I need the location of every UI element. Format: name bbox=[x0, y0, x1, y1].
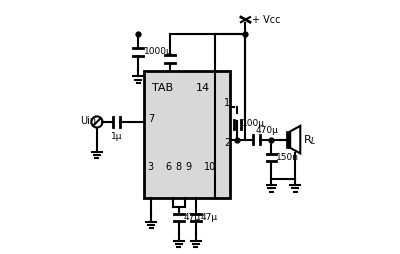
Text: 1μ: 1μ bbox=[111, 132, 122, 140]
Text: 470μ: 470μ bbox=[255, 125, 278, 135]
Bar bbox=[144, 71, 230, 198]
Text: 47μ: 47μ bbox=[200, 213, 218, 222]
Text: TAB: TAB bbox=[152, 83, 173, 93]
Polygon shape bbox=[290, 126, 300, 153]
Text: 1000μ: 1000μ bbox=[144, 47, 172, 56]
Text: 100μ: 100μ bbox=[242, 119, 265, 128]
Text: + Vcc: + Vcc bbox=[252, 15, 280, 25]
Text: R$_L$: R$_L$ bbox=[303, 133, 316, 147]
Text: Uin: Uin bbox=[80, 116, 96, 126]
Text: 2: 2 bbox=[224, 138, 230, 148]
Text: 47μ: 47μ bbox=[183, 213, 200, 222]
Text: 14: 14 bbox=[196, 83, 210, 93]
Text: 9: 9 bbox=[186, 162, 192, 172]
Text: 1: 1 bbox=[224, 98, 230, 108]
Text: 10: 10 bbox=[204, 162, 216, 172]
Text: 150n: 150n bbox=[276, 153, 299, 162]
Text: 3: 3 bbox=[148, 162, 154, 172]
Text: 6: 6 bbox=[165, 162, 172, 172]
Bar bbox=[286, 131, 290, 148]
Text: 8: 8 bbox=[176, 162, 182, 172]
Text: 7: 7 bbox=[148, 114, 154, 124]
